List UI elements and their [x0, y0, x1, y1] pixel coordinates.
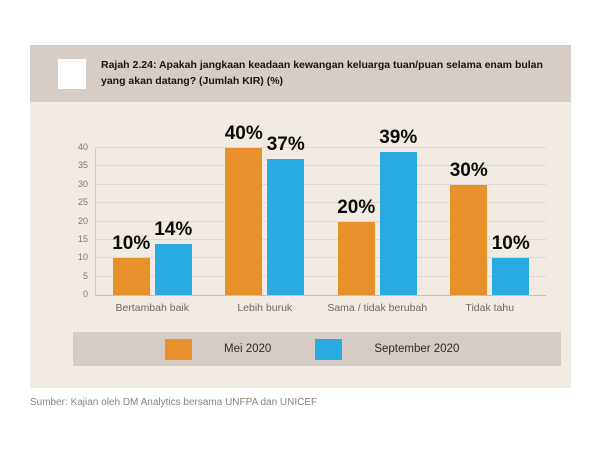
- y-tick-label: 40: [77, 142, 88, 152]
- plot-area: 0 5 10 15 20 25 30 35 40 10% 14% Bertambah baik 40% 3…: [78, 123, 547, 314]
- gridline: [96, 202, 546, 204]
- gridline: [96, 183, 546, 185]
- bar-mei-2020: 10%: [112, 233, 150, 295]
- bar-value-label: 40%: [224, 123, 263, 144]
- bar-value-label: 39%: [379, 126, 418, 148]
- figure-title-bar: Rajah 2.24: Apakah jangkaan keadaan kewa…: [30, 45, 571, 102]
- bar-value-label: 20%: [337, 196, 376, 218]
- y-tick-label: 10: [77, 252, 88, 263]
- y-tick-label: 0: [82, 289, 88, 299]
- bar-group: 10% 14% Bertambah baik: [96, 148, 209, 314]
- legend: Mei 2020 September 2020: [73, 332, 561, 366]
- y-tick-label: 15: [77, 233, 88, 244]
- bar-mei-2020: 30%: [450, 160, 488, 295]
- legend-label: September 2020: [374, 343, 460, 355]
- bar-group: 20% 39% Sama / tidak berubah: [321, 127, 434, 314]
- x-category-label: Tidak tahu: [465, 302, 515, 314]
- x-category-label: Lebih buruk: [237, 302, 293, 314]
- title-square-icon: [58, 58, 86, 89]
- x-category-label: Sama / tidak berubah: [327, 302, 428, 314]
- x-category-label: Bertambah baik: [115, 302, 190, 314]
- legend-label: Mei 2020: [224, 343, 272, 355]
- bar-september-2020: 14%: [154, 219, 192, 295]
- figure-panel: Rajah 2.24: Apakah jangkaan keadaan kewa…: [30, 45, 571, 388]
- bar-groups: 10% 14% Bertambah baik 40% 37% Lebih buruk 20%…: [96, 123, 547, 314]
- bar-september-2020: 39%: [379, 127, 417, 295]
- gridline: [96, 147, 546, 148]
- bar-value-label: 30%: [449, 159, 488, 181]
- gridline: [96, 238, 546, 240]
- bar-value-label: 10%: [112, 233, 151, 255]
- y-tick-label: 20: [77, 215, 88, 226]
- bar-group: 40% 37% Lebih buruk: [209, 123, 322, 314]
- bar-september-2020: 10%: [492, 233, 530, 295]
- bar-group: 30% 10% Tidak tahu: [434, 148, 547, 314]
- gridline: [96, 165, 546, 167]
- gridline: [96, 257, 546, 259]
- y-tick-label: 30: [77, 178, 88, 189]
- legend-swatch-mei-2020: [165, 338, 192, 360]
- gridline: [96, 220, 546, 222]
- bar-value-label: 37%: [266, 134, 305, 156]
- legend-swatch-september-2020: [315, 338, 343, 360]
- bar-value-label: 14%: [154, 218, 193, 240]
- gridline: [96, 275, 546, 277]
- y-tick-label: 25: [77, 197, 88, 208]
- y-tick-label: 5: [82, 270, 88, 281]
- y-tick-label: 35: [77, 160, 88, 171]
- bar-value-label: 10%: [491, 233, 530, 255]
- source-note: Sumber: Kajian oleh DM Analytics bersama…: [30, 397, 318, 408]
- bar-september-2020: 37%: [267, 134, 305, 295]
- figure-title: Rajah 2.24: Apakah jangkaan keadaan kewa…: [101, 58, 543, 87]
- bar-mei-2020: 40%: [225, 123, 263, 295]
- bar-mei-2020: 20%: [337, 197, 375, 295]
